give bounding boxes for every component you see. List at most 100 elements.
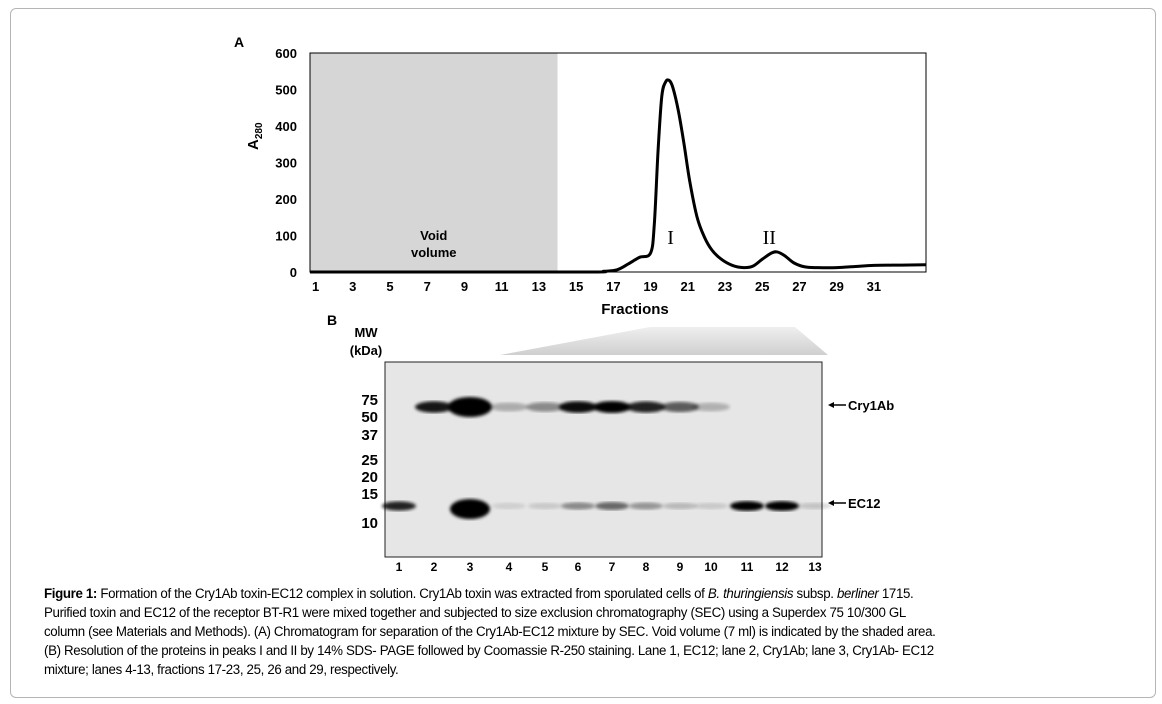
caption-text: subsp. [793, 586, 837, 601]
plot-area [309, 52, 927, 273]
lane-label: 5 [542, 560, 549, 574]
ec12-band [382, 501, 416, 511]
mw-title: MW [354, 325, 378, 340]
cry1ab-band [692, 402, 730, 412]
caption-line: mixture; lanes 4-13, fractions 17-23, 25… [44, 660, 1136, 679]
ec12-arrow-icon [828, 500, 834, 506]
mw-marker-label: 75 [361, 392, 378, 409]
y-tick-label: 500 [275, 83, 297, 98]
caption-text: berliner [836, 586, 879, 601]
void-volume-shading [310, 53, 558, 272]
x-tick-label: 13 [532, 279, 546, 294]
lane-label: 13 [808, 560, 822, 574]
cry1ab-arrow-icon [828, 402, 834, 408]
caption-text: Figure 1: [44, 586, 98, 601]
void-volume-label: volume [411, 245, 457, 260]
y-tick-label: 0 [290, 265, 297, 280]
y-axis-label-subscript: 280 [254, 122, 265, 139]
cry1ab-band [559, 401, 597, 413]
peak-label: I [667, 227, 674, 249]
lane-label: 11 [741, 560, 754, 574]
y-tick-label: 300 [275, 156, 297, 171]
ec12-band [629, 502, 663, 510]
cry1ab-band [490, 402, 528, 412]
mw-marker-label: 20 [361, 469, 378, 486]
x-tick-label: 9 [461, 279, 468, 294]
cry1ab-band-label: Cry1Ab [848, 398, 894, 413]
caption-text: 1715. [878, 586, 914, 601]
lane-label: 1 [396, 560, 403, 574]
panel-a-label: A [234, 34, 244, 50]
caption-text: Purified toxin and EC12 of the receptor … [44, 605, 906, 620]
void-volume-label: Void [420, 228, 447, 243]
cry1ab-band [661, 401, 699, 413]
caption-line: (B) Resolution of the proteins in peaks … [44, 641, 1136, 660]
mw-marker-label: 10 [361, 515, 378, 532]
lane-label: 8 [643, 560, 650, 574]
caption-line: Figure 1: Formation of the Cry1Ab toxin-… [44, 584, 1136, 603]
x-tick-label: 1 [312, 279, 319, 294]
lane-label: 6 [575, 560, 582, 574]
caption-line: Purified toxin and EC12 of the receptor … [44, 603, 1136, 622]
gradient-wedge [500, 327, 828, 355]
lane-label: 12 [775, 560, 789, 574]
ec12-band [528, 502, 562, 510]
cry1ab-band [526, 402, 564, 412]
y-axis-label-main: A [245, 139, 262, 150]
x-tick-label: 29 [829, 279, 843, 294]
peak-label: II [763, 227, 776, 249]
ec12-band [595, 502, 629, 510]
x-tick-label: 3 [349, 279, 356, 294]
x-tick-label: 31 [867, 279, 881, 294]
x-tick-label: 15 [569, 279, 583, 294]
caption-line: column (see Materials and Methods). (A) … [44, 622, 1136, 641]
cry1ab-band [593, 401, 631, 413]
ec12-band [730, 501, 764, 511]
cry1ab-band [627, 401, 665, 413]
x-tick-label: 27 [792, 279, 806, 294]
chromatogram-line [309, 78, 927, 274]
lane-label: 4 [506, 560, 513, 574]
x-axis-label: Fractions [601, 301, 669, 318]
cry1ab-band [448, 397, 492, 417]
y-tick-label: 400 [275, 119, 297, 134]
x-tick-label: 17 [606, 279, 620, 294]
x-tick-label: 5 [386, 279, 393, 294]
y-tick-label: 100 [275, 229, 297, 244]
ec12-band [798, 502, 832, 510]
ec12-band-label: EC12 [848, 496, 881, 511]
gel-area [384, 361, 823, 558]
ec12-band [765, 501, 799, 511]
caption-text: mixture; lanes 4-13, fractions 17-23, 25… [44, 662, 399, 677]
lane-label: 7 [609, 560, 616, 574]
ec12-band [450, 499, 490, 519]
caption-text: (B) Resolution of the proteins in peaks … [44, 643, 934, 658]
x-tick-label: 23 [718, 279, 732, 294]
x-tick-label: 25 [755, 279, 769, 294]
mw-marker-label: 50 [361, 409, 378, 426]
ec12-band [561, 502, 595, 510]
x-tick-label: 7 [424, 279, 431, 294]
lane-label: 2 [431, 560, 438, 574]
figure-frame [10, 8, 1156, 698]
lane-label: 9 [677, 560, 684, 574]
panel-b-label: B [327, 312, 337, 328]
mw-unit: (kDa) [350, 343, 383, 358]
figure-caption: Figure 1: Formation of the Cry1Ab toxin-… [44, 584, 1144, 679]
x-tick-label: 21 [681, 279, 695, 294]
caption-text: column (see Materials and Methods). (A) … [44, 624, 936, 639]
lane-label: 10 [704, 560, 718, 574]
y-tick-label: 600 [275, 46, 297, 61]
caption-text: B. thuringiensis [707, 586, 794, 601]
x-tick-label: 19 [643, 279, 657, 294]
ec12-band [663, 502, 697, 510]
caption-text: Formation of the Cry1Ab toxin-EC12 compl… [97, 586, 708, 601]
ec12-band [492, 502, 526, 510]
ec12-band [694, 502, 728, 510]
mw-marker-label: 15 [361, 486, 378, 503]
mw-marker-label: 37 [361, 427, 378, 444]
x-tick-label: 11 [495, 279, 509, 294]
y-tick-label: 200 [275, 192, 297, 207]
